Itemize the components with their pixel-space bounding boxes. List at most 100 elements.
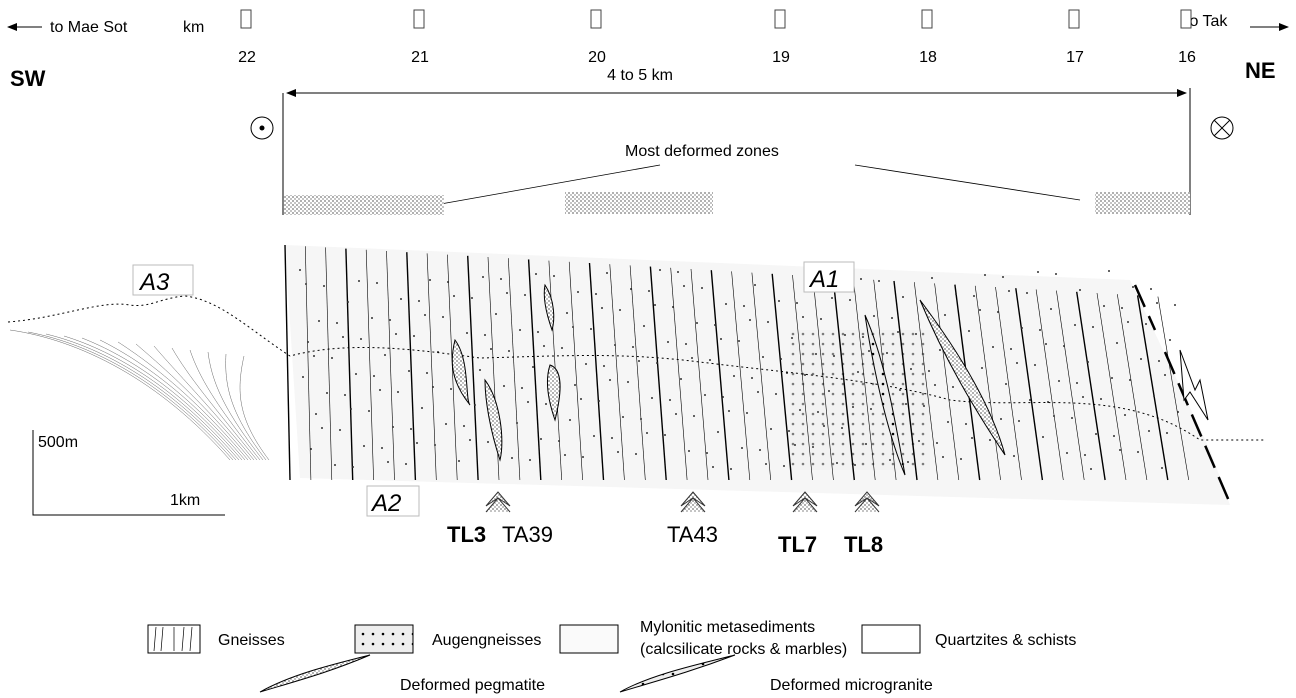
mineral-dot xyxy=(1045,343,1047,345)
legend-swatch-lines xyxy=(153,626,193,652)
mineral-dot xyxy=(677,271,679,273)
mineral-dot xyxy=(318,320,320,322)
mineral-dot xyxy=(606,272,608,274)
mineral-dot xyxy=(1000,418,1002,420)
mineral-dot xyxy=(944,314,946,316)
km-post xyxy=(240,9,252,29)
mineral-dot xyxy=(659,269,661,271)
mineral-dot xyxy=(1090,468,1092,470)
foliation-line xyxy=(893,280,918,481)
mineral-dot xyxy=(299,269,301,271)
mineral-dot xyxy=(585,363,587,365)
section-fill xyxy=(285,245,1230,505)
mineral-dot xyxy=(392,426,394,428)
mineral-dot xyxy=(376,282,378,284)
legend-swatch-quartzite xyxy=(861,624,921,654)
foliation-line xyxy=(527,259,542,481)
km-marker: 17 xyxy=(1066,49,1084,66)
foliation-line xyxy=(1035,289,1064,481)
mineral-dot xyxy=(828,390,830,392)
mineral-dot xyxy=(984,274,986,276)
mineral-dot xyxy=(434,444,436,446)
mineral-dot xyxy=(640,418,642,420)
mineral-dot xyxy=(540,438,542,440)
mineral-dot xyxy=(862,336,864,338)
mineral-dot xyxy=(897,331,899,333)
mineral-dot xyxy=(783,465,785,467)
mineral-dot xyxy=(860,278,862,280)
scale-bar xyxy=(32,430,225,516)
foliation-line xyxy=(1076,291,1106,481)
mineral-dot xyxy=(614,344,616,346)
km-post xyxy=(1068,9,1080,29)
western-foliation xyxy=(225,353,267,461)
mineral-dot xyxy=(849,299,851,301)
mineral-dot xyxy=(1113,435,1115,437)
mineral-dot xyxy=(693,415,695,417)
zone-pointer xyxy=(854,164,1081,201)
mineral-dot xyxy=(852,406,854,408)
foliation-line xyxy=(1096,292,1127,481)
mineral-dot xyxy=(1153,395,1155,397)
mineral-dot xyxy=(432,386,434,388)
mineral-dot xyxy=(519,329,521,331)
zones-label: Most deformed zones xyxy=(625,143,779,160)
western-foliation xyxy=(153,345,255,461)
mineral-dot xyxy=(535,273,537,275)
foliation-line xyxy=(426,253,437,481)
mineral-dot xyxy=(408,370,410,372)
pegmatite-body xyxy=(451,338,471,406)
mineral-dot xyxy=(778,300,780,302)
mineral-dot xyxy=(1150,288,1152,290)
mineral-dot xyxy=(1100,398,1102,400)
mineral-dot xyxy=(532,366,534,368)
km-unit: km xyxy=(183,19,204,36)
legend-swatch-microgranite xyxy=(619,654,736,693)
foliation-line xyxy=(792,274,813,481)
mineral-dot xyxy=(1082,396,1084,398)
mineral-dot xyxy=(836,462,838,464)
mineral-dot xyxy=(841,427,843,429)
mineral-dot xyxy=(1016,362,1018,364)
mineral-dot xyxy=(580,398,582,400)
sample-label: TL8 xyxy=(844,532,883,557)
foliation-line xyxy=(670,267,688,481)
mineral-dot xyxy=(794,444,796,446)
mineral-dot xyxy=(537,331,539,333)
mineral-dot xyxy=(918,440,920,442)
mineral-dot xyxy=(688,450,690,452)
mineral-dot xyxy=(358,280,360,282)
mineral-dot xyxy=(934,384,936,386)
mineral-dot xyxy=(754,284,756,286)
mineral-dot xyxy=(1108,270,1110,272)
legend-label: Gneisses xyxy=(218,632,285,649)
mineral-dot xyxy=(603,365,605,367)
mineral-dot xyxy=(1103,305,1105,307)
mineral-dot xyxy=(817,411,819,413)
mineral-dot xyxy=(651,397,653,399)
mineral-dot xyxy=(804,374,806,376)
mineral-dot xyxy=(947,421,949,423)
mineral-dot xyxy=(725,303,727,305)
mineral-dot xyxy=(765,463,767,465)
foliation-line xyxy=(609,264,625,481)
mineral-dot xyxy=(973,295,975,297)
mineral-dot xyxy=(355,373,357,375)
mineral-dot xyxy=(482,276,484,278)
mineral-dot xyxy=(878,280,880,282)
mineral-dot xyxy=(458,460,460,462)
mineral-dot xyxy=(1095,433,1097,435)
km-post xyxy=(1180,9,1192,29)
sample-chevron xyxy=(854,491,880,513)
western-foliation xyxy=(117,341,249,461)
foliation-line xyxy=(588,262,605,481)
mineral-dot xyxy=(582,456,584,458)
mineral-dot xyxy=(453,295,455,297)
mineral-dot xyxy=(1050,308,1052,310)
mineral-dot xyxy=(395,333,397,335)
area-box xyxy=(366,485,420,517)
foliation-line xyxy=(934,283,960,481)
right-direction: to Tak xyxy=(1185,13,1228,30)
mineral-dot xyxy=(1071,417,1073,419)
